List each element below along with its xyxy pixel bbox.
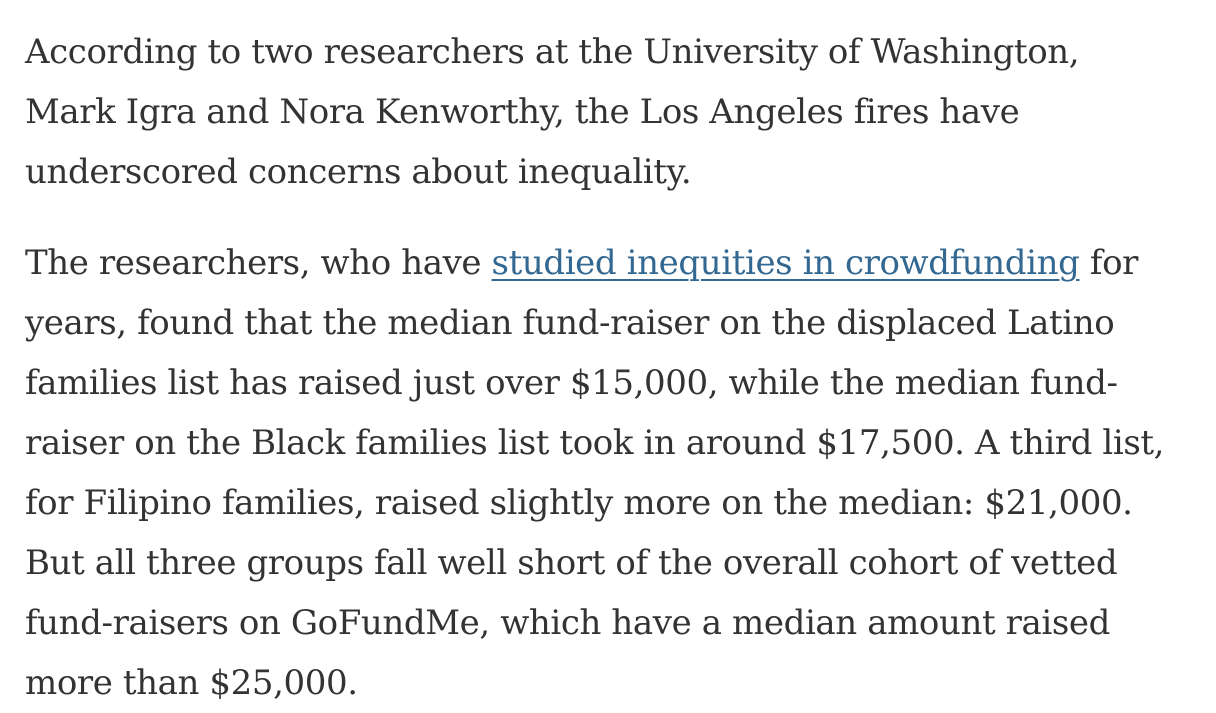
- paragraph-line-with-link: The researchers, who have studied inequi…: [25, 233, 1138, 293]
- paragraph-line: for Filipino families, raised slightly m…: [25, 483, 1133, 523]
- paragraph-line: raiser on the Black families list took i…: [25, 423, 1165, 463]
- paragraph-line: According to two researchers at the Univ…: [25, 32, 1080, 72]
- text-after-link: for: [1079, 243, 1139, 283]
- paragraph-line: underscored concerns about inequality.: [25, 152, 692, 192]
- paragraph-line: fund-raisers on GoFundMe, which have a m…: [25, 603, 1110, 643]
- paragraph-line: families list has raised just over $15,0…: [25, 363, 1118, 403]
- paragraph-2: The researchers, who have studied inequi…: [25, 233, 1216, 713]
- paragraph-line: years, found that the median fund-raiser…: [25, 303, 1115, 343]
- paragraph-line: more than $25,000.: [25, 663, 358, 703]
- paragraph-1: According to two researchers at the Univ…: [25, 22, 1216, 202]
- paragraph-line: But all three groups fall well short of …: [25, 543, 1118, 583]
- text-before-link: The researchers, who have: [25, 243, 492, 283]
- paragraph-line: Mark Igra and Nora Kenworthy, the Los An…: [25, 92, 1020, 132]
- crowdfunding-study-link[interactable]: studied inequities in crowdfunding: [491, 243, 1080, 283]
